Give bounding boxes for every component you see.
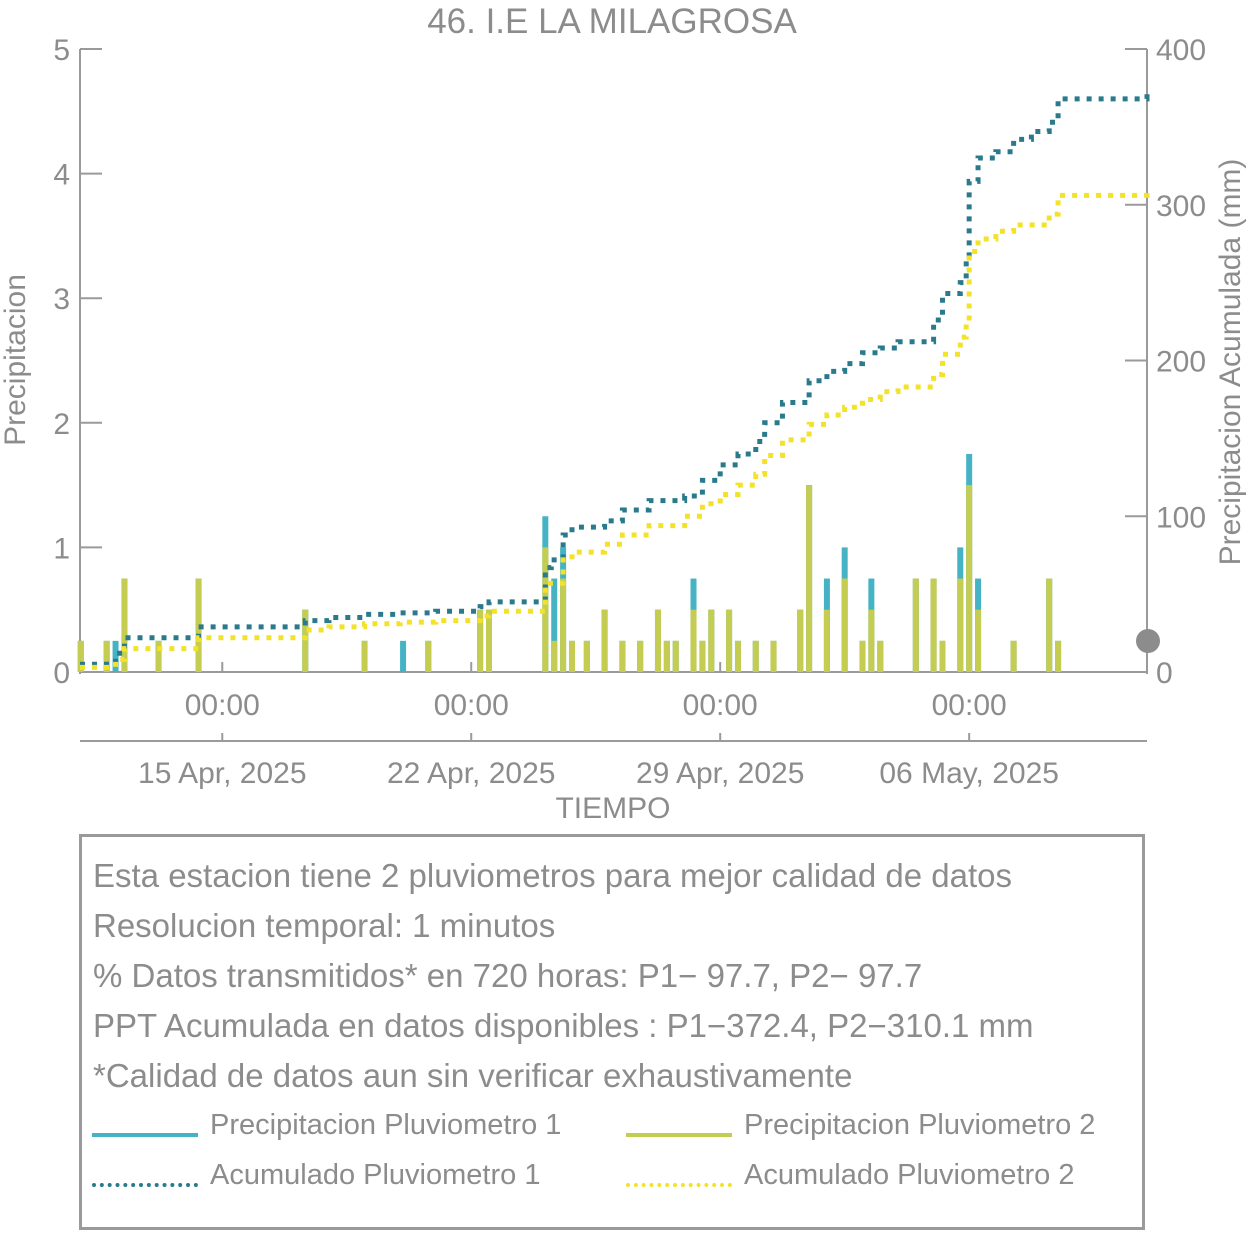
x-date-tick-label: 06 May, 2025 <box>879 757 1059 790</box>
bar-pluviometro-2 <box>841 578 848 672</box>
legend-swatch-acum2 <box>626 1183 732 1187</box>
bar-pluviometro-2 <box>957 578 964 672</box>
info-line-accumulated: PPT Acumulada en datos disponibles : P1−… <box>93 1007 1034 1044</box>
bar-pluviometro-2 <box>1055 640 1062 672</box>
bar-pluviometro-2 <box>770 640 777 672</box>
info-line-stations: Esta estacion tiene 2 pluviometros para … <box>93 857 1013 894</box>
bar-pluviometro-2 <box>939 640 946 672</box>
acumulado-pluviometro-1-line <box>80 91 1150 667</box>
bar-pluviometro-2 <box>425 640 432 672</box>
bar-pluviometro-2 <box>560 578 567 672</box>
y-right-tick-label: 300 <box>1156 190 1206 223</box>
bar-pluviometro-1 <box>112 640 119 672</box>
bar-pluviometro-2 <box>663 640 670 672</box>
x-time-tick-label: 00:00 <box>434 689 509 722</box>
acumulado-pluviometro-2-line <box>80 189 1150 670</box>
bar-pluviometro-2 <box>302 609 309 672</box>
bar-pluviometro-2 <box>930 578 937 672</box>
x-time-tick-label: 00:00 <box>185 689 260 722</box>
legend-label-acum2: Acumulado Pluviometro 2 <box>744 1159 1075 1191</box>
bar-pluviometro-2 <box>806 485 813 672</box>
bar-pluviometro-2 <box>734 640 741 672</box>
bar-pluviometro-2 <box>726 609 733 672</box>
x-axis-label: TIEMPO <box>555 792 670 825</box>
y-left-tick-label: 5 <box>53 34 70 67</box>
x-date-tick-label: 22 Apr, 2025 <box>387 757 556 790</box>
bar-pluviometro-2 <box>569 640 576 672</box>
bar-pluviometro-1 <box>400 640 407 672</box>
bar-pluviometro-2 <box>708 609 715 672</box>
bar-pluviometro-2 <box>77 640 84 672</box>
legend-swatch-p2 <box>626 1133 732 1137</box>
bar-pluviometro-2 <box>121 578 128 672</box>
legend-label-p2: Precipitacion Pluviometro 2 <box>744 1109 1096 1141</box>
bar-pluviometro-2 <box>966 485 973 672</box>
y-left-tick-label: 4 <box>53 159 70 192</box>
bar-pluviometro-2 <box>103 640 110 672</box>
bar-pluviometro-2 <box>542 547 549 672</box>
bar-pluviometro-2 <box>975 609 982 672</box>
y-right-tick-label: 0 <box>1156 657 1173 690</box>
bar-pluviometro-2 <box>823 609 830 672</box>
bar-pluviometro-2 <box>195 578 202 672</box>
y-axis-left-label: Precipitacion <box>0 274 32 446</box>
legend-label-acum1: Acumulado Pluviometro 1 <box>210 1159 541 1191</box>
bar-pluviometro-2 <box>601 609 608 672</box>
bar-pluviometro-2 <box>583 640 590 672</box>
bar-pluviometro-1 <box>551 578 558 672</box>
y-axis-right-label: Precipitacion Acumulada (mm) <box>1214 159 1247 566</box>
info-line-transmitted: % Datos transmitidos* en 720 horas: P1− … <box>93 957 923 994</box>
legend-swatch-acum1 <box>92 1183 198 1187</box>
bars-pluviometro-2 <box>77 485 1062 672</box>
bar-pluviometro-2 <box>361 640 368 672</box>
bar-pluviometro-2 <box>672 640 679 672</box>
y-left-tick-label: 0 <box>53 657 70 690</box>
bar-pluviometro-2 <box>690 609 697 672</box>
bar-pluviometro-2 <box>797 609 804 672</box>
bar-pluviometro-2 <box>654 609 661 672</box>
y-right-tick-label: 100 <box>1156 501 1206 534</box>
bar-pluviometro-2 <box>486 609 493 672</box>
x-time-tick-label: 00:00 <box>932 689 1007 722</box>
bar-pluviometro-2 <box>877 640 884 672</box>
y-right-tick-label: 400 <box>1156 34 1206 67</box>
info-box: Esta estacion tiene 2 pluviometros para … <box>79 834 1145 1230</box>
bar-pluviometro-2 <box>752 640 759 672</box>
bar-pluviometro-2 <box>477 609 484 672</box>
bar-pluviometro-2 <box>699 640 706 672</box>
bar-pluviometro-2 <box>1046 578 1053 672</box>
chart-svg: 46. I.E LA MILAGROSA Precipitacion Preci… <box>0 2 1247 825</box>
y-right-tick-label: 200 <box>1156 346 1206 379</box>
end-marker <box>1136 629 1160 653</box>
y-left-tick-label: 1 <box>53 532 70 565</box>
x-time-tick-label: 00:00 <box>683 689 758 722</box>
y-left-tick-label: 2 <box>53 408 70 441</box>
bar-pluviometro-2 <box>637 640 644 672</box>
axes <box>79 48 1148 742</box>
y-left-tick-label: 3 <box>53 283 70 316</box>
x-date-tick-label: 29 Apr, 2025 <box>636 757 805 790</box>
tick-labels: 0 1 2 3 4 5 0 100 200 300 400 00:00 15 Apr, 2025 00:0… <box>53 34 1206 790</box>
bar-pluviometro-2 <box>859 640 866 672</box>
acumulado-lines <box>80 91 1150 670</box>
legend-label-p1: Precipitacion Pluviometro 1 <box>210 1109 562 1141</box>
bar-pluviometro-2 <box>155 640 162 672</box>
bar-pluviometro-2 <box>1010 640 1017 672</box>
bar-pluviometro-2 <box>551 640 558 672</box>
bar-pluviometro-2 <box>619 640 626 672</box>
chart-title: 46. I.E LA MILAGROSA <box>427 2 797 41</box>
bar-pluviometro-2 <box>912 578 919 672</box>
x-date-tick-label: 15 Apr, 2025 <box>138 757 307 790</box>
info-line-quality-note: *Calidad de datos aun sin verificar exha… <box>93 1057 853 1094</box>
bar-pluviometro-2 <box>868 609 875 672</box>
info-line-resolution: Resolucion temporal: 1 minutos <box>93 907 556 944</box>
legend-swatch-p1 <box>92 1133 198 1137</box>
